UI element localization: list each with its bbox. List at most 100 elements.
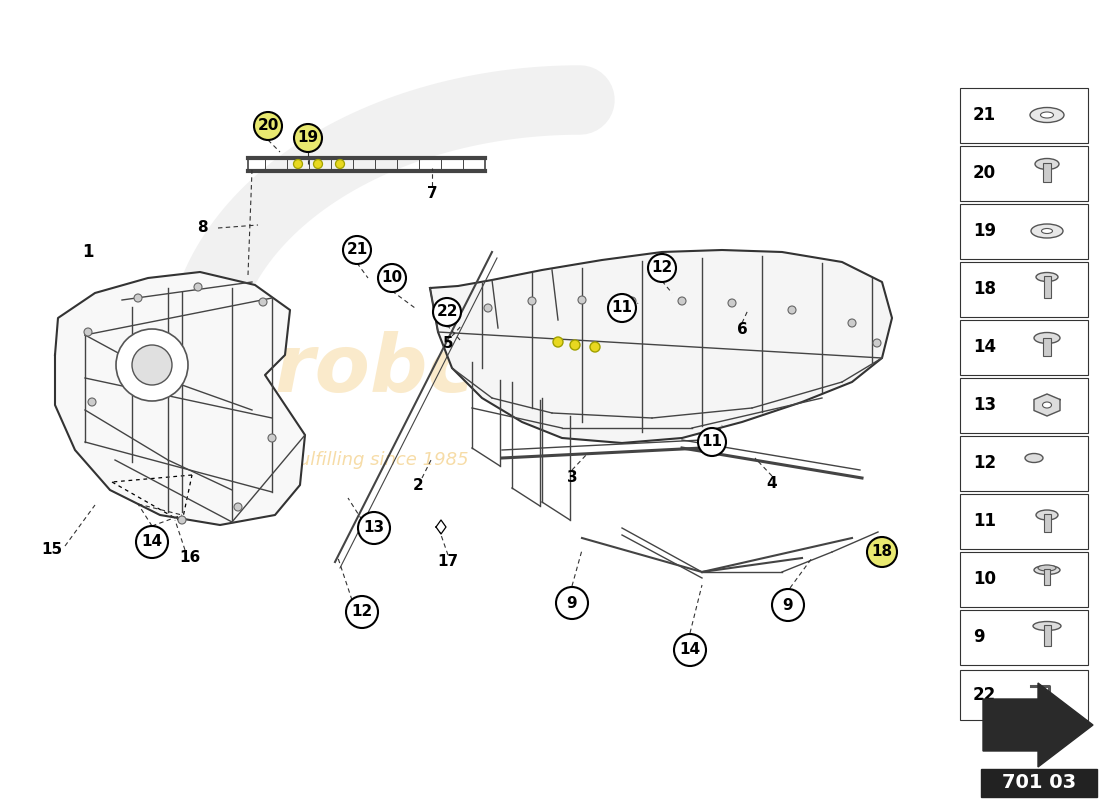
Ellipse shape	[1041, 112, 1054, 118]
Circle shape	[674, 634, 706, 666]
Bar	[1044, 276, 1050, 298]
Text: 13: 13	[363, 521, 385, 535]
Text: 11: 11	[702, 434, 723, 450]
Text: 20: 20	[974, 164, 997, 182]
Ellipse shape	[1036, 510, 1058, 520]
Text: 20: 20	[257, 118, 278, 134]
Circle shape	[358, 512, 390, 544]
Text: 11: 11	[974, 512, 996, 530]
Bar	[981, 769, 1097, 797]
Circle shape	[294, 159, 302, 169]
Bar	[1044, 569, 1050, 585]
Text: 17: 17	[438, 554, 459, 570]
Circle shape	[132, 345, 172, 385]
Text: 12: 12	[651, 261, 672, 275]
Text: 9: 9	[783, 598, 793, 613]
Circle shape	[336, 159, 344, 169]
Circle shape	[433, 298, 461, 326]
Bar	[1043, 338, 1050, 356]
Polygon shape	[1034, 394, 1060, 416]
Bar	[960, 146, 1088, 201]
Ellipse shape	[1042, 229, 1053, 234]
Text: 22: 22	[437, 305, 458, 319]
Circle shape	[343, 236, 371, 264]
Text: eurobces: eurobces	[163, 331, 578, 409]
Polygon shape	[55, 272, 305, 525]
Circle shape	[84, 328, 92, 336]
Text: 21: 21	[346, 242, 367, 258]
Text: 18: 18	[871, 545, 892, 559]
Text: 10: 10	[382, 270, 403, 286]
Circle shape	[294, 124, 322, 152]
Polygon shape	[430, 250, 892, 443]
Circle shape	[378, 264, 406, 292]
Circle shape	[590, 342, 600, 352]
Text: 10: 10	[974, 570, 996, 588]
Circle shape	[678, 297, 686, 305]
Circle shape	[553, 337, 563, 347]
Circle shape	[578, 296, 586, 304]
Text: 9: 9	[974, 628, 984, 646]
Text: 7: 7	[427, 186, 438, 201]
Text: 19: 19	[974, 222, 997, 240]
Text: 14: 14	[974, 338, 997, 356]
Bar	[1044, 514, 1050, 532]
Text: 11: 11	[612, 301, 632, 315]
Circle shape	[116, 329, 188, 401]
Text: 12: 12	[974, 454, 997, 472]
Circle shape	[556, 587, 588, 619]
Circle shape	[848, 319, 856, 327]
Text: 14: 14	[142, 534, 163, 550]
Circle shape	[178, 516, 186, 524]
Ellipse shape	[1033, 622, 1062, 630]
Circle shape	[873, 339, 881, 347]
Circle shape	[570, 340, 580, 350]
Ellipse shape	[1034, 566, 1060, 574]
Text: 22: 22	[974, 686, 997, 704]
Circle shape	[648, 254, 676, 282]
Circle shape	[254, 112, 282, 140]
Text: 4: 4	[767, 477, 778, 491]
Circle shape	[134, 294, 142, 302]
Circle shape	[136, 526, 168, 558]
Text: 21: 21	[974, 106, 997, 124]
Ellipse shape	[1030, 107, 1064, 122]
Bar	[960, 494, 1088, 549]
Bar	[960, 88, 1088, 143]
Text: 8: 8	[197, 221, 207, 235]
Ellipse shape	[1034, 333, 1060, 343]
Text: a passion for fulfilling since 1985: a passion for fulfilling since 1985	[172, 451, 469, 469]
Circle shape	[772, 589, 804, 621]
Text: 19: 19	[297, 130, 319, 146]
Text: 14: 14	[680, 642, 701, 658]
Circle shape	[444, 319, 452, 327]
Text: 1: 1	[82, 243, 94, 261]
Text: 5: 5	[442, 335, 453, 350]
Circle shape	[608, 294, 636, 322]
Text: 18: 18	[974, 280, 996, 298]
Circle shape	[628, 297, 636, 305]
Circle shape	[314, 159, 322, 169]
Ellipse shape	[1025, 454, 1043, 462]
Ellipse shape	[1035, 158, 1059, 170]
Bar	[960, 670, 1088, 720]
Circle shape	[234, 503, 242, 511]
Circle shape	[88, 398, 96, 406]
Bar	[960, 378, 1088, 433]
Text: 16: 16	[179, 550, 200, 566]
Text: 13: 13	[974, 396, 997, 414]
Circle shape	[194, 283, 202, 291]
Text: 15: 15	[42, 542, 63, 558]
Text: 9: 9	[566, 595, 578, 610]
Text: 12: 12	[351, 605, 373, 619]
Circle shape	[258, 298, 267, 306]
Ellipse shape	[1031, 224, 1063, 238]
Ellipse shape	[1038, 565, 1056, 571]
Circle shape	[484, 304, 492, 312]
Bar	[1043, 163, 1050, 182]
Text: 3: 3	[566, 470, 578, 486]
Ellipse shape	[1036, 273, 1058, 282]
Bar	[960, 262, 1088, 317]
Circle shape	[268, 434, 276, 442]
Bar	[960, 436, 1088, 491]
